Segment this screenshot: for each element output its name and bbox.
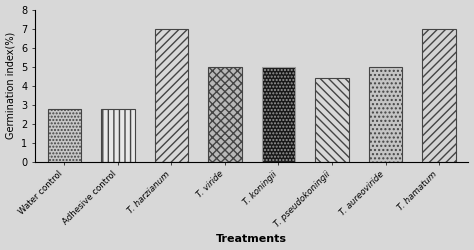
Bar xyxy=(48,110,81,162)
X-axis label: Treatments: Treatments xyxy=(216,234,287,244)
Y-axis label: Germination index(%): Germination index(%) xyxy=(6,32,16,139)
Bar xyxy=(422,28,456,162)
Bar xyxy=(101,110,135,162)
Bar xyxy=(315,78,348,162)
Bar xyxy=(369,67,402,162)
Bar xyxy=(262,67,295,162)
Bar xyxy=(209,67,242,162)
Bar xyxy=(155,28,188,162)
